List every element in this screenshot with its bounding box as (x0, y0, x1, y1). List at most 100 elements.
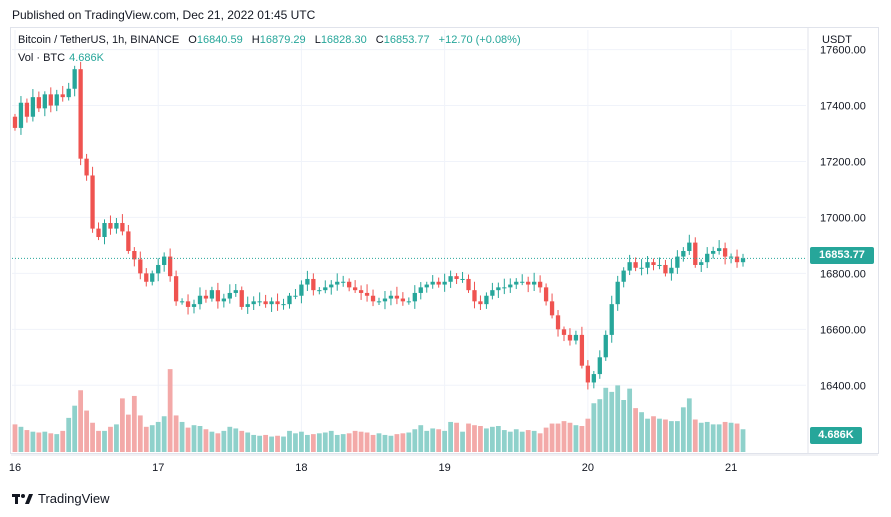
candle-body (287, 295, 292, 305)
candle-body (579, 334, 585, 366)
volume-bar (18, 426, 24, 452)
volume-bar (66, 417, 72, 452)
candle-body (102, 223, 107, 238)
candle-body (323, 287, 328, 291)
candle-body (185, 301, 191, 307)
candle-body (114, 223, 119, 229)
volume-bar (460, 431, 465, 452)
time-tick-label: 18 (295, 462, 307, 474)
high-value: 16879.29 (259, 34, 306, 46)
candle-body (370, 295, 376, 302)
volume-bar (579, 426, 585, 452)
candle-body (162, 256, 167, 265)
candle-body (693, 242, 698, 265)
volume-bar (316, 433, 322, 452)
volume-bar (507, 431, 513, 452)
open-value: 16840.59 (196, 34, 243, 46)
candle-body (394, 295, 400, 299)
candle-body (478, 301, 483, 305)
price-tick-label: 17000.00 (820, 212, 866, 224)
volume-bar (603, 387, 609, 452)
candle-body (179, 301, 185, 303)
volume-bar (293, 433, 298, 452)
volume-bar (639, 412, 644, 452)
candle-body (490, 290, 495, 296)
candle-body (734, 256, 740, 263)
volume-bar (525, 430, 531, 452)
candle-body (705, 253, 710, 263)
price-axis-ticks: 16400.00 16600.00 16800.00 17000.00 17200.00… (820, 45, 866, 393)
volume-bar (197, 426, 203, 452)
tradingview-logo[interactable]: TradingView (12, 491, 110, 506)
candle-body (466, 278, 471, 291)
volume-bar (257, 435, 263, 452)
volume-bar (84, 410, 89, 452)
volume-bar (358, 431, 364, 452)
volume-bar (167, 369, 173, 452)
volume-bar (543, 427, 549, 452)
volume-bar (382, 434, 388, 452)
candle-body (66, 88, 71, 98)
volume-bar (96, 430, 101, 452)
price-tick-label: 17200.00 (820, 156, 866, 168)
volume-bar (537, 433, 543, 452)
candle-body (150, 273, 155, 282)
volume-bar (519, 431, 525, 452)
candle-body (543, 287, 549, 302)
volume-bar (669, 421, 674, 452)
candle-body (591, 374, 596, 383)
candle-body (484, 295, 489, 305)
candle-body (317, 290, 322, 292)
volume-bar (120, 398, 125, 452)
candle-body (138, 259, 143, 274)
volume-bar (555, 423, 561, 452)
candle-body (90, 175, 95, 229)
candle-body (173, 276, 179, 302)
volume-bar (275, 435, 280, 452)
candle-body (358, 290, 364, 293)
candle-body (508, 284, 513, 288)
volume-bar (567, 422, 573, 452)
candle-body (42, 94, 47, 109)
volume-bar (60, 430, 66, 452)
volume-bar (466, 423, 471, 452)
candle-body (60, 94, 65, 98)
volume-bar (36, 432, 42, 452)
volume-bar (645, 418, 650, 452)
currency-label[interactable]: USDT (822, 34, 852, 46)
candle-body (197, 295, 203, 305)
candle-body (740, 258, 746, 263)
candle-body (293, 295, 298, 297)
candle-body (30, 97, 36, 117)
candle-body (239, 290, 244, 307)
symbol-legend: Bitcoin / TetherUS, 1h, BINANCE O16840.5… (18, 34, 521, 46)
price-tick-label: 16600.00 (820, 324, 866, 336)
candle-body (18, 102, 24, 128)
candle-body (496, 287, 501, 291)
candle-body (281, 304, 286, 306)
volume-bar (495, 426, 501, 452)
low-label: L (314, 34, 321, 46)
volume-bar (233, 428, 239, 452)
candle-body (209, 290, 215, 299)
candle-body (329, 284, 334, 288)
volume-bar (30, 431, 36, 452)
candle-body (567, 334, 573, 341)
volume-bar (328, 430, 334, 452)
time-tick-label: 19 (439, 462, 451, 474)
candle-body (406, 301, 411, 303)
change-value: +12.70 (+0.08%) (438, 34, 521, 46)
volume-bar (716, 424, 722, 452)
volume-bar (710, 424, 716, 452)
volume-bar (633, 408, 638, 452)
volume-bar (215, 433, 221, 452)
candle-body (722, 248, 728, 257)
volume-bar (722, 421, 728, 452)
candle-body (657, 264, 662, 266)
candle-body (615, 281, 620, 305)
candle-body (627, 262, 632, 271)
volume-bar (394, 434, 400, 452)
candle-body (448, 276, 453, 282)
candle-body (639, 267, 644, 269)
